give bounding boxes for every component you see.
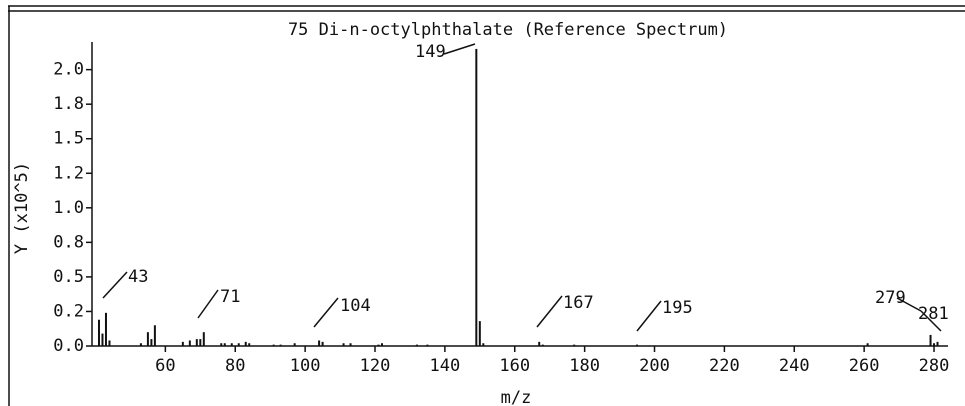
peak-label: 149 (415, 42, 446, 62)
y-tick-label: 0.2 (53, 301, 84, 321)
leader-line (920, 310, 942, 332)
peak-label: 195 (662, 298, 693, 318)
x-tick-label: 220 (709, 356, 740, 376)
leader-line (443, 43, 476, 55)
x-tick-label: 260 (849, 356, 880, 376)
leader-line (536, 295, 563, 328)
x-tick-label: 80 (225, 356, 245, 376)
leader-line (636, 300, 662, 332)
peak (244, 341, 247, 346)
peak (188, 340, 191, 346)
peak (349, 343, 352, 346)
peak (146, 332, 149, 346)
peak (478, 321, 481, 346)
peak (929, 334, 932, 346)
peak-label: 71 (220, 287, 240, 307)
x-tick-label: 180 (569, 356, 600, 376)
x-tick-label: 140 (430, 356, 461, 376)
peak (181, 341, 184, 346)
peak-label: 279 (875, 288, 906, 308)
x-tick-label: 100 (290, 356, 321, 376)
peak-label: 104 (340, 296, 371, 316)
y-tick-label: 0.8 (53, 232, 84, 252)
x-tick-label: 240 (779, 356, 810, 376)
peak-label: 281 (918, 304, 949, 324)
peak (318, 340, 321, 346)
peak (936, 341, 939, 346)
peak (199, 339, 202, 346)
peak (272, 344, 275, 346)
peak (153, 325, 156, 346)
peak (195, 339, 198, 346)
peak (279, 344, 282, 346)
x-tick-label: 280 (919, 356, 950, 376)
x-tick-label: 160 (499, 356, 530, 376)
peak (150, 339, 153, 346)
peak (377, 344, 380, 346)
peak (101, 333, 104, 346)
peak (866, 343, 869, 346)
y-tick-label: 2.0 (53, 60, 84, 80)
leader-line (102, 271, 128, 299)
y-tick-label: 1.8 (53, 94, 84, 114)
peak (220, 343, 223, 346)
leader-line (197, 289, 219, 319)
peak (636, 344, 639, 346)
peak (139, 343, 142, 346)
peak (538, 341, 541, 346)
peak (933, 343, 936, 346)
y-tick-label: 1.0 (53, 198, 84, 218)
peak (293, 343, 296, 346)
y-tick-label: 0.5 (53, 267, 84, 287)
peak (97, 319, 100, 346)
peak (237, 343, 240, 346)
x-tick-label: 60 (155, 356, 175, 376)
peak (230, 343, 233, 346)
peak (248, 343, 251, 346)
y-tick-label: 1.2 (53, 163, 84, 183)
peak (223, 343, 226, 346)
y-tick-label: 1.5 (53, 129, 84, 149)
peak (415, 344, 418, 346)
peak (482, 343, 485, 346)
peak-label: 167 (563, 293, 594, 313)
peak (380, 343, 383, 346)
y-axis-label: Y (x10^5) (12, 162, 32, 254)
chart-title: 75 Di-n-octylphthalate (Reference Spectr… (288, 20, 728, 40)
peak-label: 43 (128, 267, 148, 287)
leader-line (896, 297, 922, 312)
y-tick-label: 0.0 (53, 336, 84, 356)
peak (202, 332, 205, 346)
x-axis-label: m/z (501, 388, 532, 406)
peak (541, 344, 544, 346)
peak (426, 344, 429, 346)
x-tick-label: 200 (639, 356, 670, 376)
x-tick-label: 120 (360, 356, 391, 376)
peak (321, 341, 324, 346)
peak (573, 344, 576, 346)
leader-line (313, 297, 339, 328)
peak (108, 340, 111, 346)
peak (104, 312, 107, 346)
peak (475, 48, 478, 347)
peak (342, 343, 345, 346)
